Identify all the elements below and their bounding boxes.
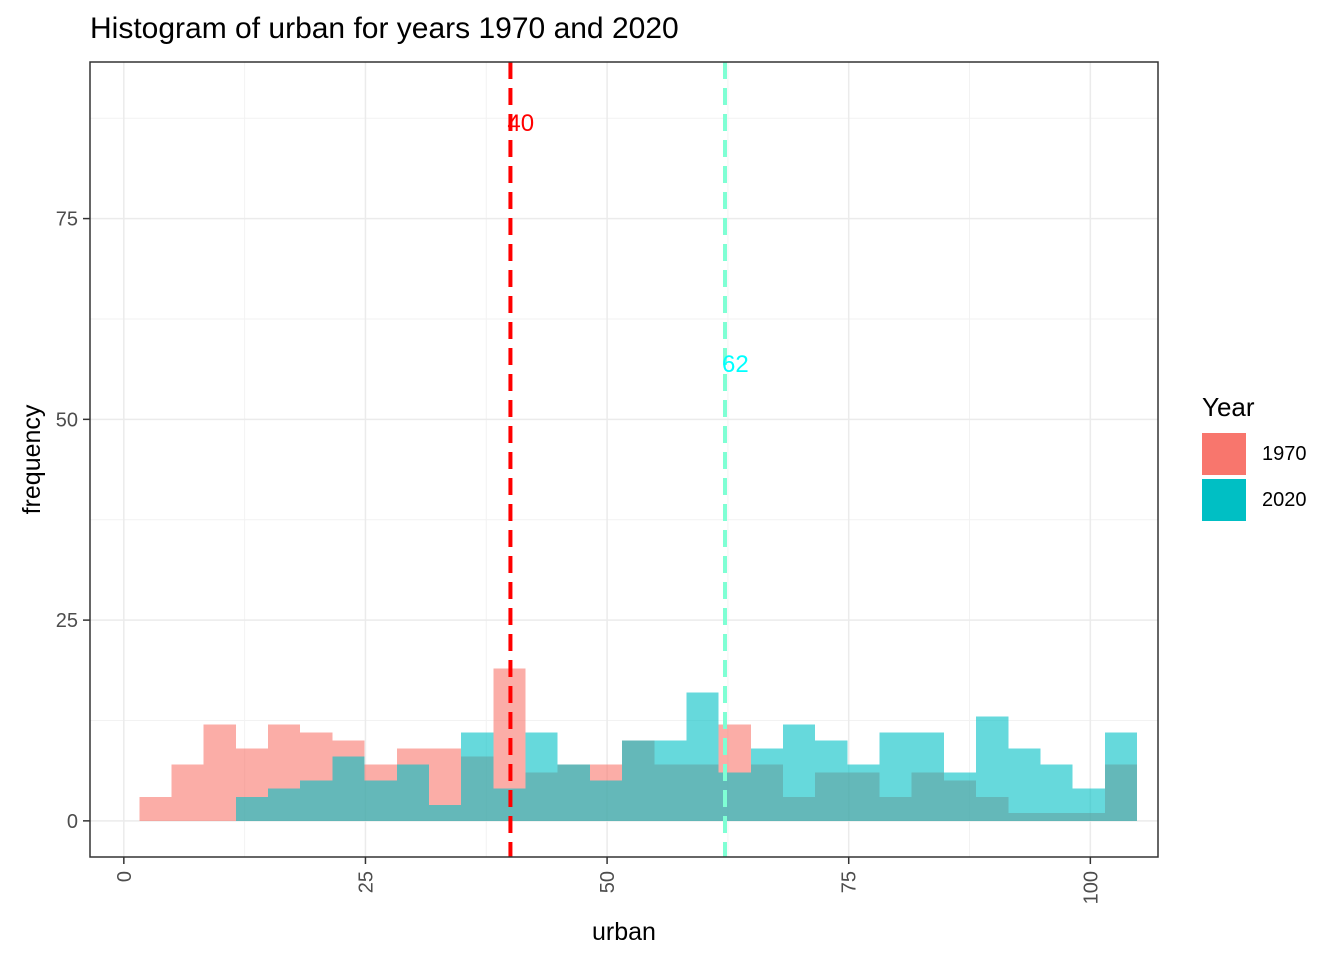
histogram-bar-2020 bbox=[815, 740, 848, 821]
y-tick-label: 0 bbox=[67, 811, 78, 833]
y-tick-label: 50 bbox=[56, 409, 78, 431]
histogram-bar-2020 bbox=[976, 716, 1009, 821]
histogram-bar-2020 bbox=[847, 764, 880, 821]
y-tick-label: 75 bbox=[56, 209, 78, 231]
legend-label-2020: 2020 bbox=[1262, 488, 1307, 511]
histogram-bar-2020 bbox=[943, 772, 977, 821]
plot-border bbox=[89, 61, 1159, 858]
legend-title: Year bbox=[1202, 392, 1255, 422]
histogram-bar-1970 bbox=[203, 724, 236, 821]
legend-key-2020 bbox=[1202, 479, 1246, 521]
mean-label-1970: 40 bbox=[507, 110, 534, 137]
legend-item-1970: 1970 bbox=[1202, 431, 1307, 477]
histogram-bar-2020 bbox=[268, 788, 301, 821]
histogram-bar-2020 bbox=[235, 796, 269, 821]
histogram-bar-2020 bbox=[461, 732, 494, 821]
legend-key-1970 bbox=[1202, 433, 1246, 475]
histogram-bar-2020 bbox=[750, 748, 783, 821]
histogram-bar-2020 bbox=[300, 780, 333, 821]
mean-label-2020: 62 bbox=[722, 351, 749, 378]
legend: Year 1970 2020 bbox=[1202, 392, 1307, 523]
chart-title: Histogram of urban for years 1970 and 20… bbox=[90, 12, 679, 45]
legend-item-2020: 2020 bbox=[1202, 477, 1307, 523]
histogram-bar-1970 bbox=[139, 796, 172, 821]
histogram-bar-2020 bbox=[654, 740, 687, 821]
histogram-bar-2020 bbox=[428, 804, 462, 821]
y-tick-label: 25 bbox=[56, 610, 78, 632]
histogram-bar-1970 bbox=[171, 764, 204, 821]
histogram-bar-2020 bbox=[879, 732, 912, 821]
histogram-bar-2020 bbox=[1040, 764, 1073, 821]
legend-label-1970: 1970 bbox=[1262, 442, 1307, 465]
histogram-bar-2020 bbox=[332, 756, 365, 821]
histogram-bar-2020 bbox=[1008, 748, 1041, 821]
y-axis-label: frequency bbox=[18, 404, 46, 514]
histogram-bar-2020 bbox=[396, 764, 429, 821]
histogram-bar-2020 bbox=[911, 732, 944, 821]
histogram-bar-2020 bbox=[525, 732, 558, 821]
x-tick-label: 75 bbox=[839, 871, 861, 893]
x-tick-label: 25 bbox=[355, 871, 377, 893]
x-tick-label: 50 bbox=[597, 871, 619, 893]
histogram-bar-2020 bbox=[364, 780, 397, 821]
x-tick-label: 100 bbox=[1080, 871, 1102, 904]
histogram-bar-2020 bbox=[1072, 788, 1105, 821]
histogram-bar-2020 bbox=[622, 740, 655, 821]
histogram-bar-2020 bbox=[589, 780, 623, 821]
x-axis-label: urban bbox=[592, 918, 656, 946]
histogram-bar-2020 bbox=[686, 692, 719, 821]
histogram-bar-2020 bbox=[782, 724, 816, 821]
histogram-bar-2020 bbox=[557, 764, 590, 821]
x-tick-label: 0 bbox=[114, 871, 136, 882]
histogram-bar-2020 bbox=[1104, 732, 1138, 821]
